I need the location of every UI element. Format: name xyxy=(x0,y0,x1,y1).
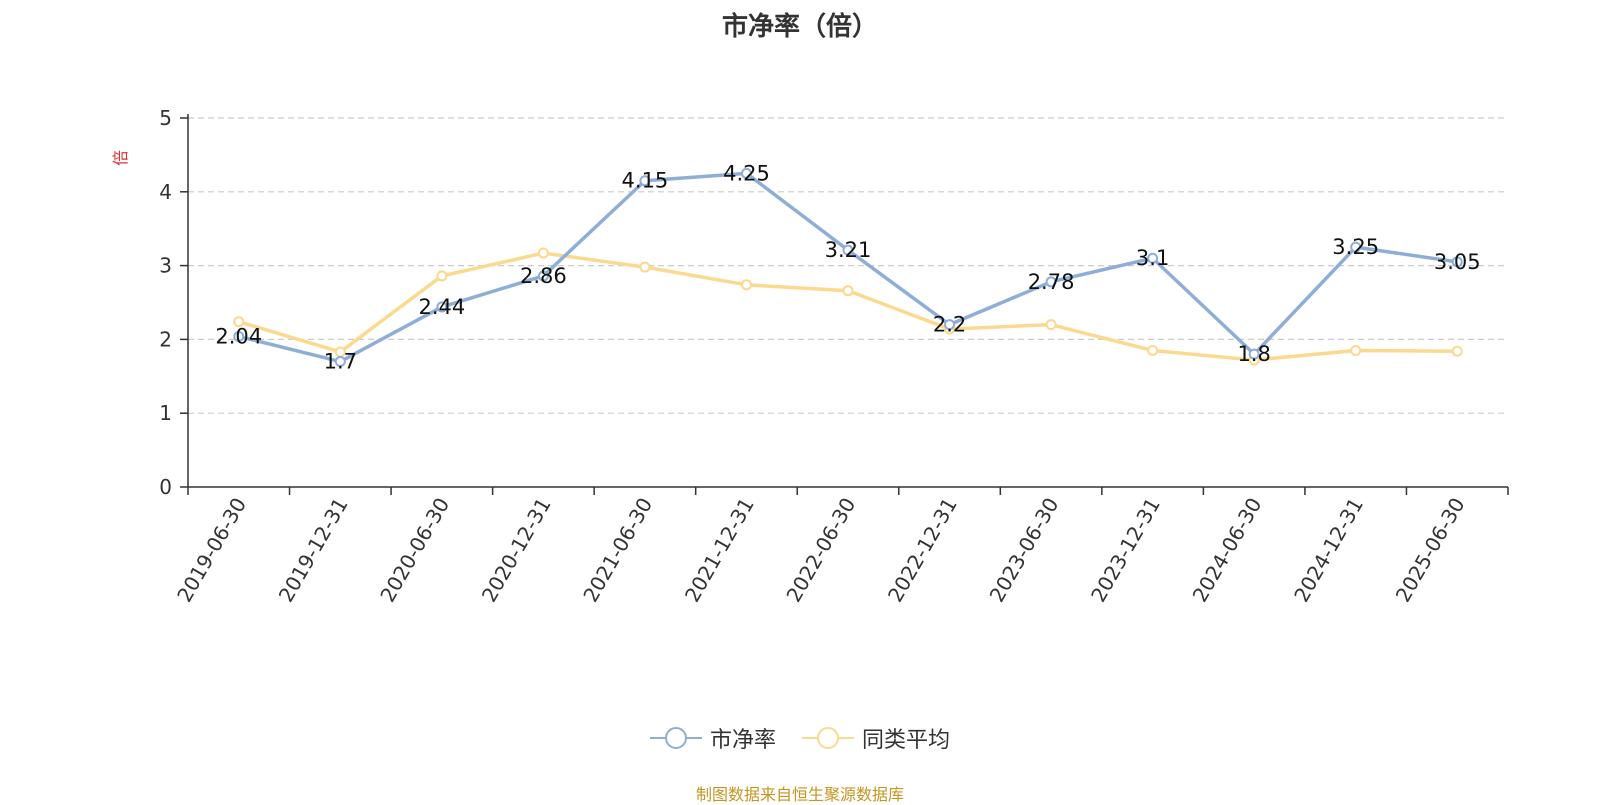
data-label-pb: 3.05 xyxy=(1434,250,1481,274)
legend: 市净率 同类平均 xyxy=(0,722,1600,754)
data-label-pb: 1.8 xyxy=(1237,342,1270,366)
data-point-peer-average xyxy=(1451,345,1463,357)
x-tick-label: 2023-12-31 xyxy=(1086,494,1165,607)
data-label-pb: 2.86 xyxy=(520,264,567,288)
grid-lines xyxy=(188,117,1508,414)
x-tick-label: 2022-12-31 xyxy=(883,494,962,607)
x-tick-label: 2024-12-31 xyxy=(1289,494,1368,607)
legend-item-pb[interactable]: 市净率 xyxy=(649,722,776,754)
data-point-peer-average xyxy=(1350,344,1362,356)
x-tick-label: 2020-12-31 xyxy=(477,494,556,607)
data-label-pb: 3.21 xyxy=(825,238,872,262)
x-tick-label: 2020-06-30 xyxy=(375,494,454,607)
data-point-pb xyxy=(740,167,752,179)
data-label-pb: 1.7 xyxy=(324,350,357,374)
data-label-pb: 2.04 xyxy=(215,324,262,348)
data-label-pb: 3.25 xyxy=(1332,235,1379,259)
series-line-pb xyxy=(237,171,1459,364)
data-point-pb xyxy=(436,301,448,313)
chart-title: 市净率（倍） xyxy=(721,12,878,42)
y-tick-label: 1 xyxy=(159,401,172,425)
x-tick-label: 2021-12-31 xyxy=(680,494,759,607)
data-point-pb xyxy=(639,175,651,187)
data-labels: 2.04 1.7 2.44 2.86 4.15 4.25 3.21 2.2 2.78 3.1 1.8… xyxy=(215,161,1480,373)
data-point-pb xyxy=(1147,252,1159,264)
data-point-peer-average xyxy=(537,247,549,259)
x-tick-label: 2024-06-30 xyxy=(1188,494,1267,607)
data-label-pb: 2.44 xyxy=(418,295,465,319)
legend-swatch-peer-average xyxy=(802,727,854,749)
data-label-pb: 2.2 xyxy=(933,313,966,337)
data-point-pb xyxy=(1451,256,1463,268)
x-tick-label: 2021-06-30 xyxy=(578,494,657,607)
data-point-peer-average xyxy=(436,270,448,282)
y-tick-label: 3 xyxy=(159,254,172,278)
source-note: 制图数据来自恒生聚源数据库 xyxy=(695,785,904,804)
data-label-pb: 3.1 xyxy=(1136,246,1169,270)
data-point-peer-average xyxy=(842,285,854,297)
series-group xyxy=(233,167,1463,368)
legend-swatch-pb xyxy=(649,727,702,749)
x-tick-label: 2019-12-31 xyxy=(274,494,353,607)
data-point-pb xyxy=(1248,348,1260,360)
legend-label-pb: 市净率 xyxy=(709,728,776,753)
data-label-pb: 2.78 xyxy=(1028,270,1075,294)
data-point-pb xyxy=(233,330,245,342)
data-point-pb xyxy=(944,319,956,331)
legend-label-peer-average: 同类平均 xyxy=(862,728,951,753)
data-point-pb xyxy=(842,244,854,256)
y-tick-label: 5 xyxy=(159,106,172,130)
data-point-peer-average xyxy=(1045,319,1057,331)
y-tick-label: 4 xyxy=(159,180,172,204)
x-tick-label: 2022-06-30 xyxy=(781,494,860,607)
data-point-peer-average xyxy=(740,279,752,291)
data-point-pb xyxy=(334,356,346,368)
data-point-peer-average xyxy=(639,261,651,273)
x-tick-label: 2023-06-30 xyxy=(985,494,1064,607)
data-point-pb xyxy=(1045,276,1057,288)
data-label-pb: 4.25 xyxy=(723,161,770,185)
x-tick-label: 2025-06-30 xyxy=(1391,494,1470,607)
data-point-peer-average xyxy=(233,316,245,328)
legend-item-peer-average[interactable]: 同类平均 xyxy=(802,722,950,754)
data-point-pb xyxy=(1350,241,1362,253)
data-point-peer-average xyxy=(1147,344,1159,356)
y-tick-label: 2 xyxy=(159,327,172,351)
x-tick-label: 2019-06-30 xyxy=(172,494,251,607)
y-axis-label: 倍 xyxy=(111,150,130,166)
y-tick-label: 0 xyxy=(159,475,172,499)
data-label-pb: 4.15 xyxy=(622,169,669,193)
data-point-pb xyxy=(537,270,549,282)
